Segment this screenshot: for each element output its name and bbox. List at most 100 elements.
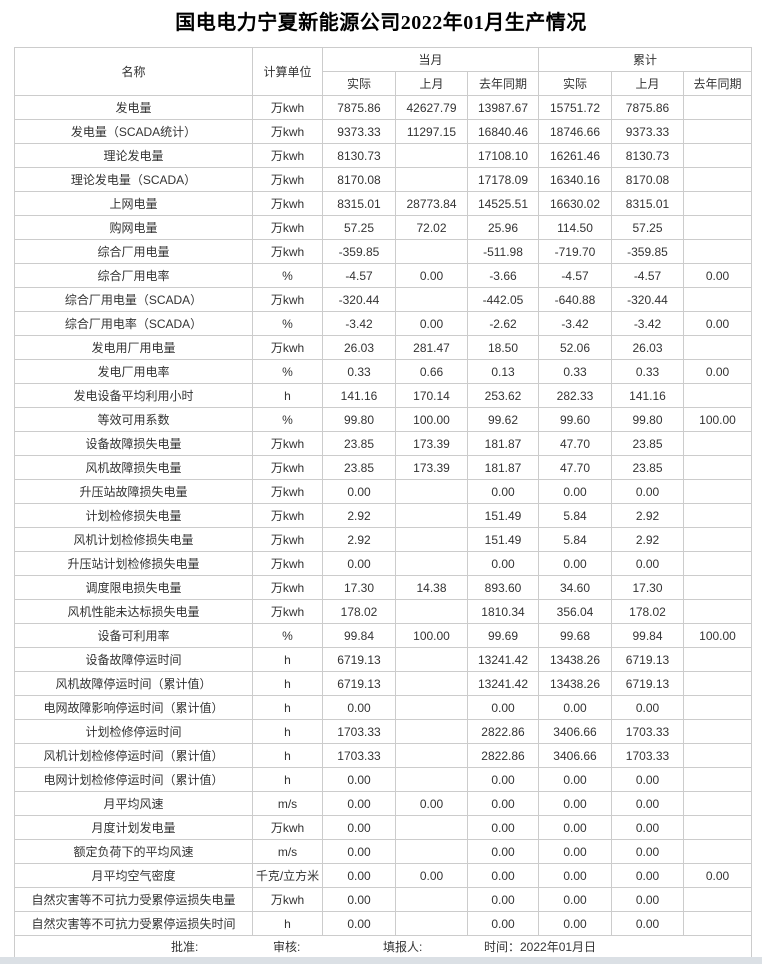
value-cell: 99.62: [467, 407, 539, 432]
row-name-cell: 电网计划检修停运时间（累计值）: [14, 767, 253, 792]
value-cell: [683, 599, 752, 624]
row-unit-cell: 万kwh: [252, 551, 323, 576]
value-cell: 42627.79: [395, 95, 468, 120]
value-cell: 11297.15: [395, 119, 468, 144]
header-unit: 计算单位: [252, 47, 323, 96]
row-unit-cell: 万kwh: [252, 479, 323, 504]
table-row: 发电量（SCADA统计） 万kwh 9373.33 11297.15 16840.46 1…: [14, 119, 752, 144]
row-unit-cell: 万kwh: [252, 215, 323, 240]
value-cell: [395, 815, 468, 840]
row-unit-cell: 万kwh: [252, 335, 323, 360]
value-cell: 0.66: [395, 359, 468, 384]
row-unit-cell: h: [252, 911, 323, 936]
row-unit-cell: m/s: [252, 839, 323, 864]
value-cell: 18746.66: [538, 119, 612, 144]
value-cell: 0.00: [611, 863, 684, 888]
value-cell: 0.00: [538, 863, 612, 888]
value-cell: 281.47: [395, 335, 468, 360]
value-cell: 8315.01: [611, 191, 684, 216]
value-cell: [395, 599, 468, 624]
row-name-cell: 发电用厂用电量: [14, 335, 253, 360]
row-name-cell: 月度计划发电量: [14, 815, 253, 840]
value-cell: -719.70: [538, 239, 612, 264]
value-cell: [683, 527, 752, 552]
table-body: 发电量 万kwh 7875.86 42627.79 13987.67 15751.72 78…: [14, 95, 752, 936]
row-name-cell: 发电量（SCADA统计）: [14, 119, 253, 144]
value-cell: 0.00: [322, 815, 396, 840]
table-row: 风机计划检修损失电量 万kwh 2.92 151.49 5.84 2.92: [14, 527, 752, 552]
value-cell: 0.33: [611, 359, 684, 384]
value-cell: 7875.86: [322, 95, 396, 120]
table-row: 发电厂用电率% 0.33 0.66 0.13 0.33 0.33 0.00: [14, 359, 752, 384]
table-row: 发电用厂用电量 万kwh 26.03 281.47 18.50 52.06 26.03: [14, 335, 752, 360]
value-cell: 0.00: [467, 863, 539, 888]
table-row: 升压站故障损失电量 万kwh 0.00 0.00 0.00 0.00: [14, 479, 752, 504]
value-cell: 52.06: [538, 335, 612, 360]
value-cell: [683, 215, 752, 240]
header-current-month: 当月: [322, 47, 539, 72]
value-cell: 6719.13: [322, 671, 396, 696]
value-cell: 0.00: [467, 791, 539, 816]
value-cell: 0.00: [538, 695, 612, 720]
value-cell: [683, 191, 752, 216]
value-cell: [683, 335, 752, 360]
value-cell: 0.00: [395, 263, 468, 288]
value-cell: 2822.86: [467, 743, 539, 768]
row-name-cell: 设备故障停运时间: [14, 647, 253, 672]
row-unit-cell: h: [252, 767, 323, 792]
value-cell: 5.84: [538, 503, 612, 528]
table-row: 综合厂用电率（SCADA）% -3.42 0.00 -2.62 -3.42 -3.42 0.…: [14, 311, 752, 336]
value-cell: 5.84: [538, 527, 612, 552]
table-row: 综合厂用电量（SCADA） 万kwh -320.44 -442.05 -640.88 -3…: [14, 287, 752, 312]
row-name-cell: 自然灾害等不可抗力受累停运损失电量: [14, 887, 253, 912]
value-cell: 0.00: [538, 887, 612, 912]
value-cell: 0.00: [322, 911, 396, 936]
value-cell: 23.85: [611, 455, 684, 480]
row-name-cell: 风机故障损失电量: [14, 455, 253, 480]
value-cell: 253.62: [467, 383, 539, 408]
value-cell: 0.00: [322, 767, 396, 792]
row-unit-cell: m/s: [252, 791, 323, 816]
value-cell: -640.88: [538, 287, 612, 312]
row-unit-cell: 万kwh: [252, 599, 323, 624]
value-cell: 13438.26: [538, 671, 612, 696]
value-cell: 1703.33: [611, 719, 684, 744]
value-cell: [395, 695, 468, 720]
value-cell: 15751.72: [538, 95, 612, 120]
row-name-cell: 风机性能未达标损失电量: [14, 599, 253, 624]
value-cell: 57.25: [611, 215, 684, 240]
row-unit-cell: %: [252, 407, 323, 432]
value-cell: -320.44: [611, 287, 684, 312]
table-row: 发电量 万kwh 7875.86 42627.79 13987.67 15751.72 78…: [14, 95, 752, 120]
value-cell: 0.00: [611, 479, 684, 504]
production-report-table: 名称 计算单位 当月 累计 实际 上月 去年同期 实际 上月 去年同期 发电量万…: [14, 47, 752, 958]
value-cell: 893.60: [467, 575, 539, 600]
row-name-cell: 发电量: [14, 95, 253, 120]
value-cell: 8170.08: [611, 167, 684, 192]
value-cell: 14.38: [395, 575, 468, 600]
row-name-cell: 调度限电损失电量: [14, 575, 253, 600]
value-cell: -3.66: [467, 263, 539, 288]
value-cell: 178.02: [322, 599, 396, 624]
value-cell: 99.69: [467, 623, 539, 648]
value-cell: [683, 695, 752, 720]
row-unit-cell: 万kwh: [252, 287, 323, 312]
value-cell: 178.02: [611, 599, 684, 624]
row-unit-cell: 万kwh: [252, 575, 323, 600]
value-cell: 99.80: [611, 407, 684, 432]
value-cell: 99.60: [538, 407, 612, 432]
header-name: 名称: [14, 47, 253, 96]
value-cell: [683, 455, 752, 480]
value-cell: 114.50: [538, 215, 612, 240]
header-cumulative-actual: 实际: [538, 71, 612, 96]
value-cell: 0.00: [538, 791, 612, 816]
row-name-cell: 计划检修停运时间: [14, 719, 253, 744]
signature-cell: 批准: 审核: 填报人: 时间：2022年01月日: [14, 935, 752, 958]
header-current-prev-month: 上月: [395, 71, 468, 96]
header-cumulative-prev-month: 上月: [611, 71, 684, 96]
value-cell: 47.70: [538, 431, 612, 456]
value-cell: 173.39: [395, 455, 468, 480]
value-cell: 0.00: [395, 311, 468, 336]
value-cell: 0.00: [611, 767, 684, 792]
row-unit-cell: %: [252, 359, 323, 384]
